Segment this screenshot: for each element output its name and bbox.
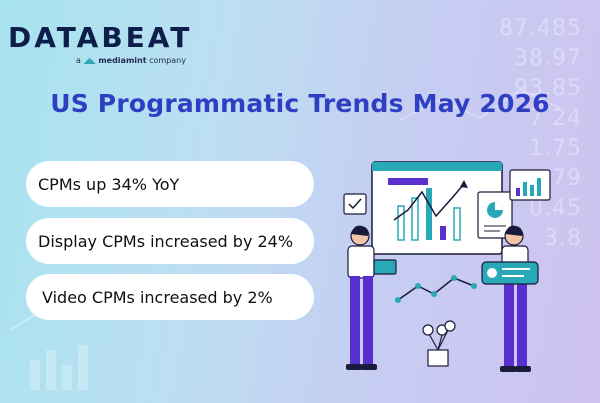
- small-bar-panel-icon: [509, 169, 551, 201]
- plant-pot-icon: [422, 320, 456, 367]
- person-left: [346, 225, 397, 370]
- logo-tagline: a ◢◣ mediamint company: [76, 56, 192, 65]
- analytics-illustration: [343, 161, 551, 372]
- line-graph-icon: [395, 275, 477, 303]
- tablet-icon: [481, 261, 539, 285]
- background-number: 93.85: [514, 76, 582, 101]
- background-number: 87.485: [499, 16, 582, 41]
- background-numbers: 87.485 38.97 93.85 7 24 1.75 79 0.45 3.8: [452, 14, 582, 254]
- logo-tagline-prefix: a: [76, 56, 81, 65]
- page-title: US Programmatic Trends May 2026: [50, 89, 550, 118]
- checkmark-note-icon: [343, 193, 367, 215]
- background-number: 1.75: [529, 136, 582, 161]
- person-right: [481, 225, 539, 372]
- stat-pill-video-cpms: Video CPMs increased by 2%: [26, 274, 314, 320]
- background-number: 79: [552, 166, 582, 191]
- background-number: 7 24: [529, 106, 582, 131]
- mediamint-icon: ◢◣: [83, 56, 96, 65]
- pie-chart-icon: [477, 191, 513, 239]
- logo: DATABEAT a ◢◣ mediamint company: [8, 21, 193, 66]
- logo-tagline-brand: mediamint: [98, 56, 147, 65]
- stat-pill-display-cpms: Display CPMs increased by 24%: [26, 218, 314, 264]
- logo-tagline-suffix: company: [149, 56, 186, 65]
- background-number: 38.97: [514, 46, 582, 71]
- laptop-icon: [373, 259, 397, 275]
- stat-pill-cpms: CPMs up 34% YoY: [26, 161, 314, 207]
- logo-wordmark: DATABEAT: [8, 21, 193, 54]
- background-number: 3.8: [544, 226, 582, 251]
